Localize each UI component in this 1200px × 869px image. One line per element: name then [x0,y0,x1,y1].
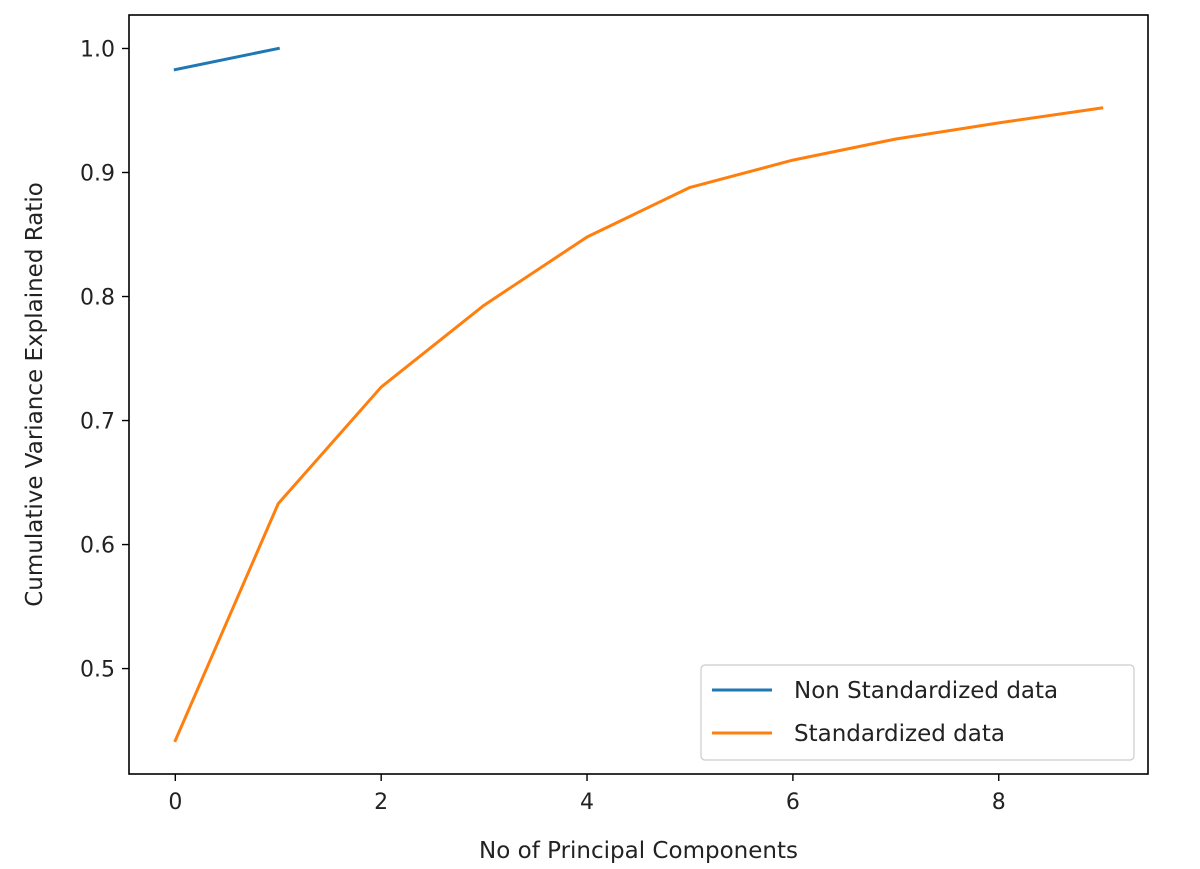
plot-frame [128,14,1149,775]
x-axis-label: No of Principal Components [479,838,798,864]
series-line-1 [173,106,1104,743]
legend-box [700,664,1135,761]
x-tick-label: 6 [786,790,800,815]
y-tick-label: 1.0 [80,37,115,62]
x-axis: 0 2 4 6 8 [168,774,1006,815]
x-tick-label: 0 [168,790,182,815]
legend: Non Standardized data Standardized data [700,664,1135,761]
legend-label-standardized: Standardized data [794,721,1005,747]
x-tick-label: 8 [992,790,1006,815]
y-axis-label: Cumulative Variance Explained Ratio [22,182,48,607]
x-tick-label: 2 [374,790,388,815]
plot-area [173,46,1104,743]
series-line-0 [173,46,281,72]
x-tick-label: 4 [580,790,594,815]
y-tick-label: 0.8 [80,286,115,311]
y-tick-label: 0.9 [80,162,115,187]
y-tick-label: 0.6 [80,534,115,559]
y-axis: 0.5 0.6 0.7 0.8 0.9 1.0 [80,37,129,683]
y-tick-label: 0.5 [80,658,115,683]
y-tick-label: 0.7 [80,410,115,435]
legend-label-non-standardized: Non Standardized data [794,678,1058,704]
